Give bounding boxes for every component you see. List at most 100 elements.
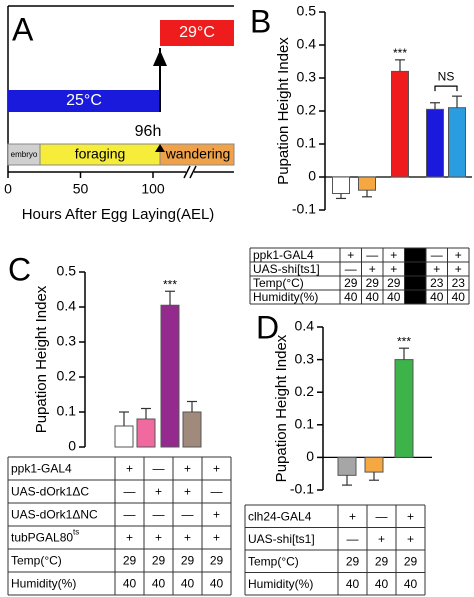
row-label-text: UAS-shi[ts1] <box>248 532 315 546</box>
cell: + <box>213 508 220 522</box>
error-bar <box>141 407 151 419</box>
y-tick-label: 0.2 <box>57 368 77 384</box>
cell: + <box>390 248 397 262</box>
cell: — <box>211 485 223 499</box>
cell: 23 <box>452 276 466 290</box>
y-tick-label: 0.1 <box>295 416 315 432</box>
error-bar <box>452 95 462 108</box>
cell: 29 <box>181 554 195 568</box>
cell: 40 <box>375 577 389 591</box>
row-label: Humidity(%) <box>253 290 318 304</box>
row-label-text: UAS-dOrk1ΔNC <box>11 508 98 522</box>
row-label-text: Temp(°C) <box>11 554 62 568</box>
stage-label: wandering <box>165 146 231 162</box>
y-tick-label: 0.2 <box>295 383 315 399</box>
y-axis-label: Pupation Height Index <box>273 334 290 482</box>
stage-label: embryo <box>11 150 38 159</box>
cell: + <box>184 485 191 499</box>
cell: + <box>184 531 191 545</box>
cell: — <box>153 462 165 476</box>
row-label-text: Temp(°C) <box>248 554 299 568</box>
y-tick-label: 0.1 <box>297 135 317 151</box>
x-tick-label: 0 <box>4 181 12 197</box>
cell: 29 <box>123 554 137 568</box>
row-label-text: Humidity(%) <box>11 577 76 591</box>
cell: 29 <box>404 554 418 568</box>
x-tick-label: 100 <box>141 181 165 197</box>
y-tick-label: 0.3 <box>295 350 315 366</box>
x-ticks: 0 50 100 <box>4 172 165 197</box>
row-label: Temp(°C) <box>253 276 304 290</box>
blank-cell <box>404 290 426 304</box>
annotation: *** <box>163 277 177 291</box>
cell: 40 <box>181 577 195 591</box>
cell: 40 <box>366 290 380 304</box>
row-label: UAS-shi[ts1] <box>248 532 315 546</box>
row-label: clh24-GAL4 <box>248 509 312 523</box>
y-tick-label: 0 <box>306 448 314 464</box>
cell: + <box>407 509 414 523</box>
error-bar <box>430 102 440 110</box>
panel-letter: B <box>250 3 271 39</box>
cell: + <box>349 509 356 523</box>
row-label-text: ppk1-GAL4 <box>11 462 72 476</box>
axis-break <box>189 165 197 179</box>
error-bar <box>336 193 346 200</box>
y-axis-label: Pupation Height Index <box>33 285 50 433</box>
panel-letter: D <box>256 309 279 345</box>
cell: 40 <box>152 577 166 591</box>
row-label: Temp(°C) <box>11 554 62 568</box>
row-label-text: clh24-GAL4 <box>248 509 312 523</box>
annotation: NS <box>438 69 455 83</box>
cell: 40 <box>123 577 137 591</box>
cell: + <box>455 248 462 262</box>
cell: + <box>455 262 462 276</box>
axis-break <box>183 165 191 179</box>
error-bar <box>395 59 405 72</box>
cell: + <box>433 262 440 276</box>
error-bar <box>399 347 409 360</box>
row-label: Humidity(%) <box>11 577 76 591</box>
cell: + <box>126 531 133 545</box>
row-label: ppk1-GAL4 <box>11 462 72 476</box>
blank-cell <box>404 276 426 290</box>
bar <box>426 108 444 178</box>
cell: + <box>213 462 220 476</box>
row-label-text: Humidity(%) <box>253 290 318 304</box>
panel-letter: C <box>8 251 31 287</box>
bar <box>364 456 384 473</box>
y-tick-label: 0.5 <box>297 3 317 19</box>
cell: 23 <box>430 276 444 290</box>
time-label: 96h <box>135 123 162 140</box>
genotype-table: ppk1-GAL4 + — + + UAS-dOrk1ΔC — + + — UAS-dOrk1ΔNC… <box>7 456 232 596</box>
bar <box>391 70 409 178</box>
cell: + <box>126 462 133 476</box>
arrow-head <box>153 50 167 66</box>
stage-wandering <box>159 143 235 166</box>
bar <box>182 411 202 448</box>
cell: + <box>155 485 162 499</box>
cell: — <box>345 262 357 276</box>
error-bar <box>342 475 352 486</box>
bar <box>136 418 156 448</box>
blank-cell <box>404 262 426 276</box>
bar <box>332 176 350 194</box>
cell: 29 <box>387 276 401 290</box>
y-tick-label: 0 <box>68 438 76 454</box>
cell: — <box>153 508 165 522</box>
row-label: tubPGAL80ts <box>11 528 79 545</box>
row-label: ppk1-GAL4 <box>253 248 314 262</box>
bar <box>394 359 414 458</box>
cell: 40 <box>346 577 360 591</box>
genotype-table: ppk1-GAL4 + — + — +UAS-shi[ts1] — + + + +Temp(°C) 2… <box>249 247 470 305</box>
panel-letter: A <box>12 11 34 47</box>
cell: 40 <box>210 577 224 591</box>
row-label-text: UAS-dOrk1ΔC <box>11 485 89 499</box>
bar <box>448 107 466 178</box>
y-tick-label: 0.2 <box>297 102 317 118</box>
cell: 29 <box>344 276 358 290</box>
bar <box>114 425 134 448</box>
row-label-sup: ts <box>73 528 79 537</box>
stage-label: foraging <box>75 146 126 162</box>
